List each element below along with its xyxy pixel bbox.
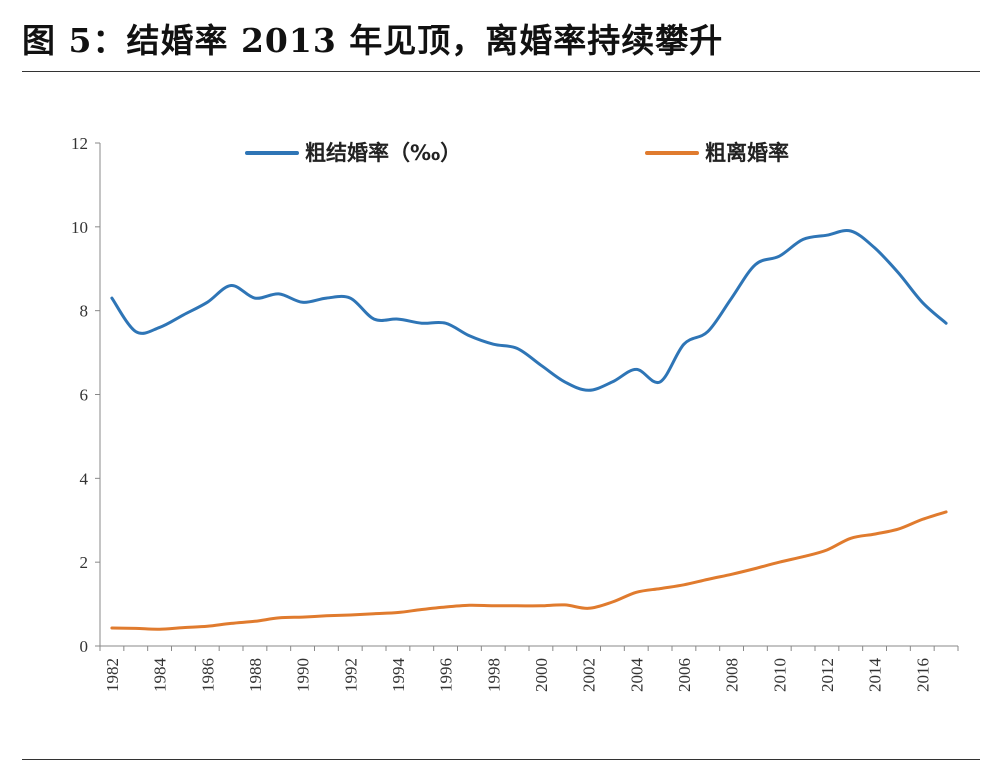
x-tick-label: 1986 bbox=[198, 658, 217, 692]
series-group bbox=[110, 229, 948, 631]
x-tick-label: 2004 bbox=[627, 658, 646, 693]
legend: 粗结婚率（‰） 粗离婚率 bbox=[245, 141, 789, 165]
y-tick-label: 2 bbox=[80, 553, 89, 572]
axes: 0 2 4 6 8 10 12 1982 1984 1986 1988 1990 1992 1994 199… bbox=[71, 134, 959, 693]
x-tick-label: 2014 bbox=[866, 658, 885, 693]
figure-title: 图 5：结婚率 2013 年见顶，离婚率持续攀升 bbox=[22, 21, 724, 60]
x-tick-label: 1982 bbox=[103, 658, 122, 692]
y-tick-label: 6 bbox=[80, 386, 89, 405]
x-tick-label: 2002 bbox=[580, 658, 599, 692]
y-tick-label: 8 bbox=[80, 302, 89, 321]
x-tick-label: 2000 bbox=[532, 658, 551, 692]
x-tick-label: 1992 bbox=[341, 658, 360, 692]
series-line-marriage-rate bbox=[110, 229, 948, 392]
title-rule bbox=[22, 71, 980, 72]
x-tick-label: 2012 bbox=[818, 658, 837, 692]
x-tick-label: 2008 bbox=[723, 658, 742, 692]
legend-label-marriage: 粗结婚率（‰） bbox=[305, 141, 461, 165]
x-tick-label: 1998 bbox=[484, 658, 503, 692]
bottom-rule bbox=[22, 759, 980, 760]
y-tick-label: 10 bbox=[71, 218, 88, 237]
x-tick-label: 2016 bbox=[913, 658, 932, 692]
x-tick-label: 2010 bbox=[770, 658, 789, 692]
series-line-divorce-rate bbox=[110, 510, 948, 631]
x-tick-label: 1996 bbox=[437, 658, 456, 692]
y-tick-label: 0 bbox=[80, 637, 89, 656]
x-tick-label: 1994 bbox=[389, 658, 408, 693]
x-tick-label: 1984 bbox=[151, 658, 170, 693]
x-tick-label: 1990 bbox=[294, 658, 313, 692]
x-tick-label: 2006 bbox=[675, 658, 694, 692]
x-tick-label: 1988 bbox=[246, 658, 265, 692]
y-tick-label: 4 bbox=[80, 469, 89, 488]
y-tick-label: 12 bbox=[71, 134, 88, 153]
legend-label-divorce: 粗离婚率 bbox=[705, 141, 789, 165]
